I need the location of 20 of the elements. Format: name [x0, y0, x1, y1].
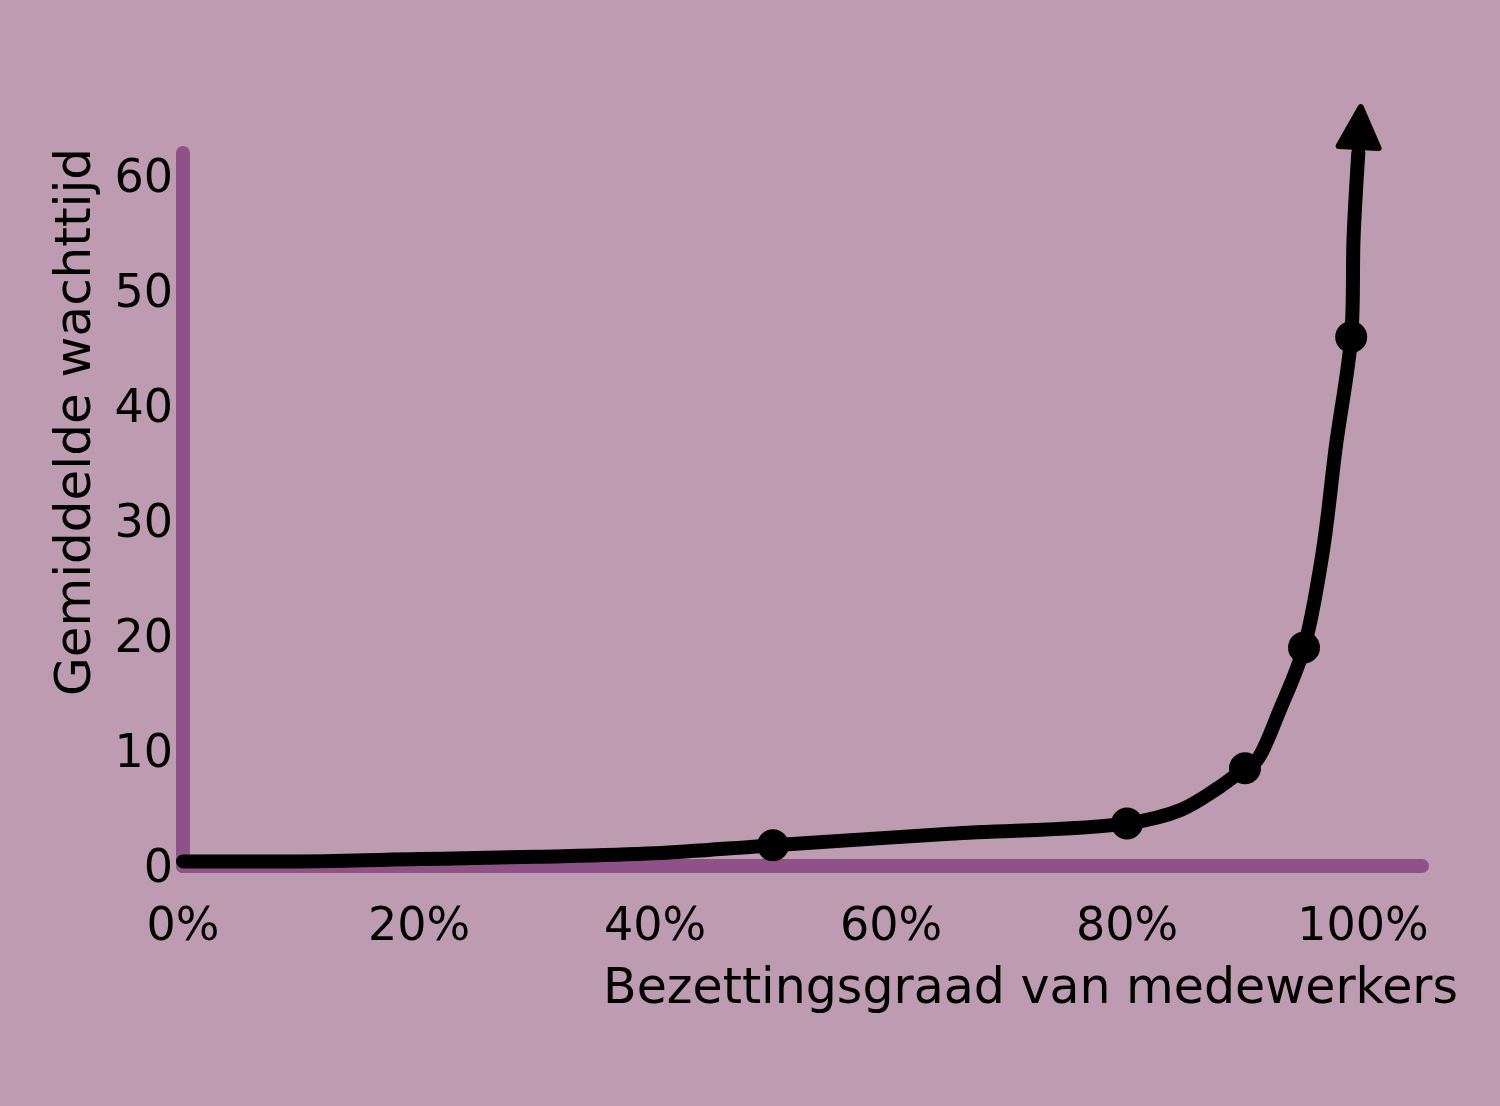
y-tick-label: 20: [114, 609, 173, 664]
y-tick-label: 40: [114, 379, 173, 434]
y-tick-label: 50: [114, 264, 173, 319]
y-tick-label: 10: [114, 724, 173, 779]
point: [757, 829, 789, 862]
y-axis-title: Gemiddelde wachttijd: [44, 147, 102, 697]
point: [1229, 752, 1261, 785]
x-tick-label: 80%: [1075, 897, 1179, 951]
point: [1111, 807, 1143, 840]
y-tick-label: 30: [114, 494, 173, 549]
y-tick-label: 60: [114, 149, 173, 204]
x-tick-label: 60%: [839, 897, 943, 951]
x-tick-label: 0%: [146, 897, 220, 951]
y-tick-label: 0: [143, 839, 173, 894]
x-tick-label: 40%: [603, 897, 707, 951]
x-tick-label: 20%: [367, 897, 471, 951]
point: [1335, 321, 1368, 353]
x-axis-title: Bezettingsgraad van medewerkers: [603, 958, 1458, 1015]
x-tick-label: 100%: [1297, 897, 1429, 951]
point: [1288, 631, 1320, 664]
